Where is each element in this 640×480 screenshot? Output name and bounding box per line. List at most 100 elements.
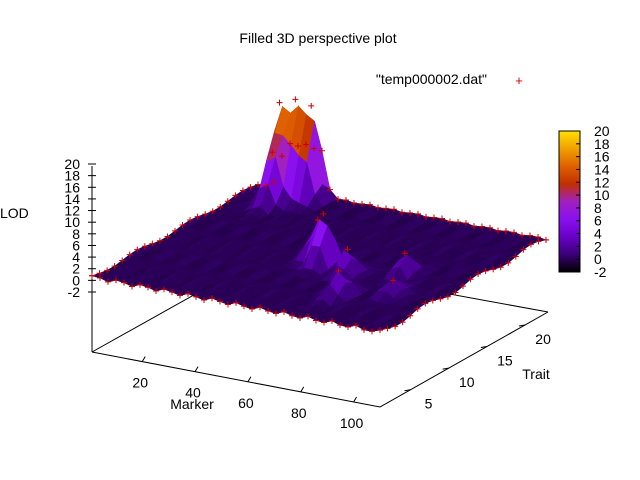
data-point-marker [295,143,301,150]
x-tick-mark [141,356,146,362]
data-point-marker [495,227,501,234]
data-point-marker [303,141,309,148]
data-point-marker [487,224,493,231]
data-point-marker [313,317,319,324]
data-point-marker [279,153,285,160]
x-tick-label: 100 [340,415,364,431]
data-point-marker [345,323,351,330]
colorbar-tick-label: 8 [594,200,602,216]
data-point-marker [209,208,216,215]
y-tick-label: 5 [425,396,433,412]
data-point-marker [134,246,141,253]
data-point-marker [455,218,461,225]
data-point-marker [141,243,148,250]
data-point-marker [177,292,183,299]
data-point-marker [431,214,437,221]
data-point-marker [359,200,365,207]
data-point-marker [153,288,159,295]
data-point-marker [444,293,451,300]
y-tick-mark [519,324,526,327]
data-point-marker [276,99,283,106]
data-point-marker [475,270,482,277]
z-tick-label: 10 [64,214,80,230]
data-point-marker [241,303,247,310]
data-point-marker [361,326,367,333]
data-point-marker [271,178,277,185]
data-point-marker [351,200,357,207]
colorbar-tick-label: 10 [594,187,610,203]
data-point-marker [113,277,119,284]
data-point-marker [217,203,224,210]
x-tick-label: 80 [291,405,307,421]
y-tick-mark [442,367,449,370]
z-tick-label: 6 [72,237,80,253]
data-point-marker [172,227,178,234]
data-point-marker [337,322,343,329]
data-point-marker [471,223,477,230]
data-point-marker [193,293,199,300]
data-point-marker [265,308,271,315]
data-point-marker [437,295,444,302]
data-point-marker [255,181,261,188]
x-tick-label: 40 [185,385,201,401]
data-point-marker [407,312,414,319]
z-tick-label: 20 [64,156,80,172]
y-tick-label: 15 [497,353,513,369]
data-point-marker [297,315,303,322]
data-point-marker [201,297,207,304]
data-point-marker [390,277,397,284]
data-point-marker [126,251,133,258]
y-axis-ticks: 5 10 15 20 [404,324,551,412]
data-point-marker [527,241,534,248]
data-point-marker [447,218,453,225]
data-point-marker [512,253,519,260]
colorbar-tick-label: 12 [594,174,610,190]
data-point-marker [377,327,383,334]
x-tick-label: 20 [132,375,148,391]
data-point-marker [460,283,466,290]
data-point-marker [329,317,335,324]
data-point-marker [467,276,474,283]
data-point-marker [429,297,436,304]
data-point-marker [490,266,497,273]
z-tick-label: 18 [64,168,80,184]
data-point-marker [384,325,391,332]
data-point-marker [543,236,549,243]
data-point-marker [149,240,156,247]
data-point-marker [202,211,209,218]
data-point-marker [187,217,194,224]
data-point-marker [263,182,269,189]
data-point-marker [452,289,459,296]
data-point-marker [407,209,413,216]
data-point-marker [164,233,171,240]
colorbar [558,130,581,273]
data-point-marker [287,140,293,147]
data-point-marker [305,313,311,320]
x-tick-mark [194,366,199,372]
data-point-marker [249,306,255,313]
data-point-marker [209,295,215,302]
data-point-marker [311,145,317,152]
data-point-marker [96,270,103,277]
data-point-marker [375,204,381,211]
data-point-marker [383,205,389,212]
data-point-marker [217,298,223,305]
z-tick-label: 2 [72,261,80,277]
colorbar-tick-label: 0 [594,251,602,267]
colorbar-tick-label: 14 [594,161,610,177]
colorbar-tick-label: 4 [594,226,602,242]
data-point-marker [239,187,246,194]
data-point-marker [497,264,504,271]
x-tick-label: 60 [238,395,254,411]
data-point-marker [399,209,405,216]
data-point-marker [194,213,201,220]
legend: "temp000002.dat" + [376,71,523,88]
data-point-marker [327,186,333,193]
legend-label: "temp000002.dat" [376,71,487,87]
data-point-marker [137,281,143,288]
data-point-marker [247,184,254,191]
data-point-marker [392,323,399,330]
data-point-marker [308,102,315,109]
